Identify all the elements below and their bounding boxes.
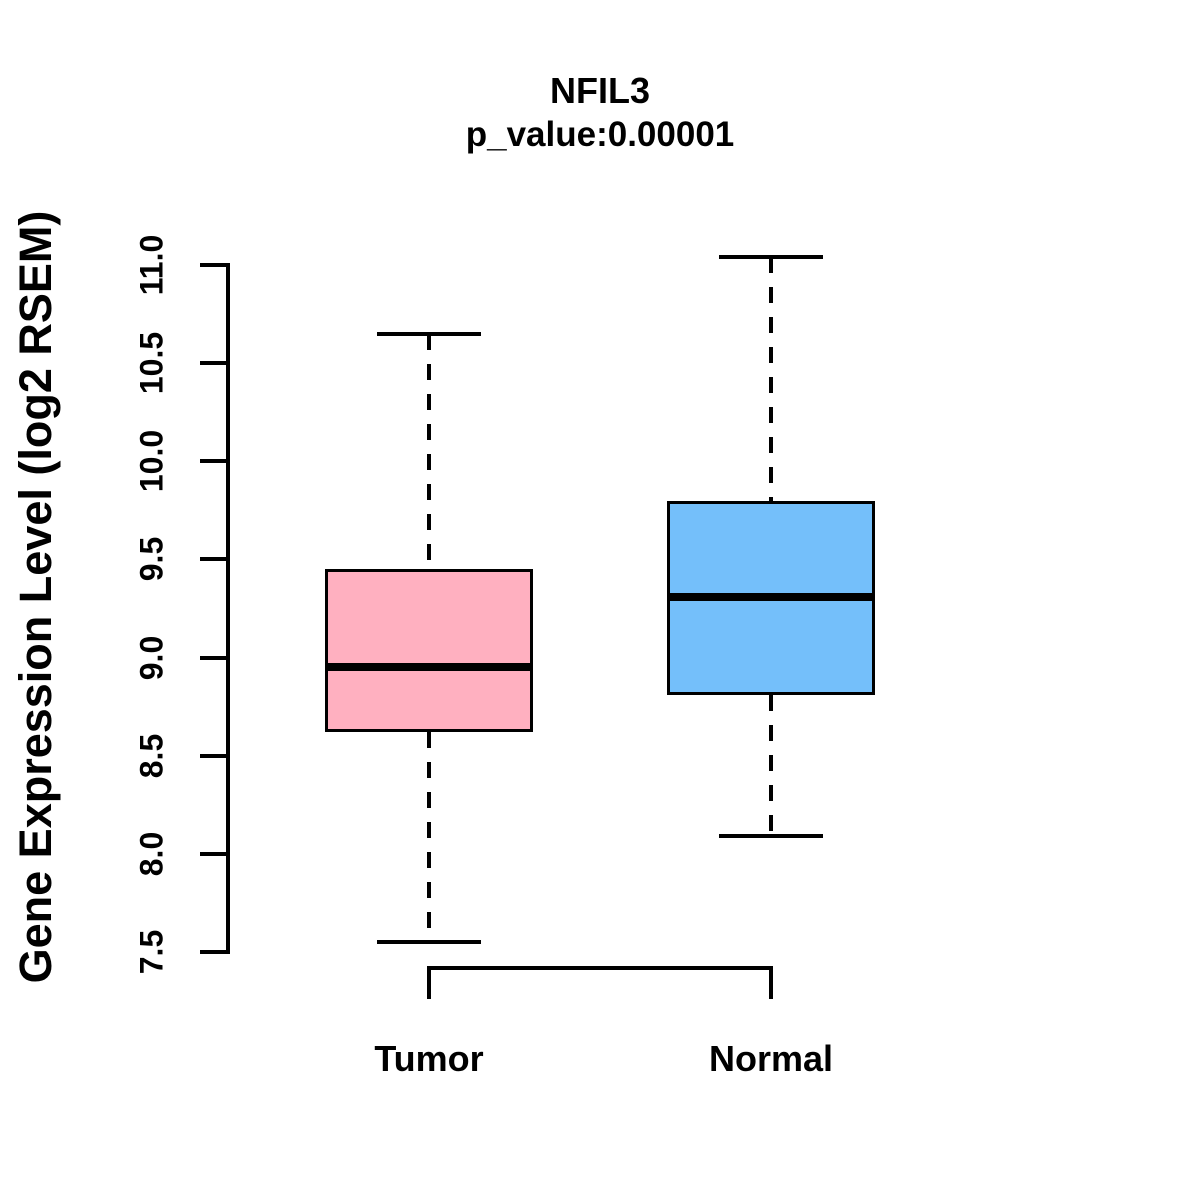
y-axis-tick [200,557,230,562]
comparison-bracket-right-end [769,966,773,999]
whisker-cap-upper-tumor [377,331,481,336]
whisker-lower-tumor [427,732,431,943]
box-tumor [325,569,533,733]
comparison-bracket-horizontal [427,966,773,970]
y-axis-tick-label: 8.5 [133,733,170,778]
y-axis-tick-label: 7.5 [133,929,170,975]
y-axis-tick [200,851,230,856]
y-axis-tick [200,459,230,464]
y-axis-tick-label: 10.0 [133,430,170,493]
chart-title: NFIL3 [549,70,650,111]
y-axis-tick [200,361,230,366]
whisker-upper-tumor [427,333,431,570]
median-normal [667,592,875,601]
x-axis-label-normal: Normal [708,1038,834,1079]
y-axis-tick-label: 9.5 [133,537,170,582]
y-axis-tick [200,655,230,660]
whisker-cap-upper-normal [719,255,823,260]
median-tumor [325,663,533,672]
y-axis-tick [200,950,230,954]
x-axis-label-tumor: Tumor [374,1038,484,1079]
y-axis-tick-label: 9.0 [133,635,170,680]
y-axis-tick [200,753,230,758]
chart-subtitle: p_value:0.00001 [465,115,735,154]
title-block: NFIL3 p_value:0.00001 [0,68,1200,157]
y-axis-tick [200,263,230,267]
whisker-cap-lower-normal [719,834,823,839]
y-axis-tick-label: 10.5 [133,332,170,395]
whisker-lower-normal [769,694,773,837]
y-axis-line [226,263,230,954]
y-axis-tick-label: 11.0 [133,234,170,296]
whisker-cap-lower-tumor [377,940,481,945]
y-axis-tick-label: 8.0 [133,831,170,877]
comparison-bracket-left-end [427,966,431,999]
whisker-upper-normal [769,257,773,501]
